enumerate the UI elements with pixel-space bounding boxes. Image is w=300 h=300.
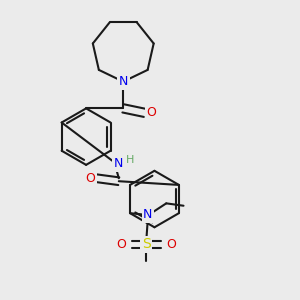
Text: N: N: [118, 75, 128, 88]
Text: S: S: [142, 237, 151, 251]
Text: O: O: [116, 238, 126, 251]
Text: O: O: [167, 238, 177, 251]
Text: O: O: [146, 106, 156, 119]
Text: H: H: [126, 155, 134, 165]
Text: O: O: [85, 172, 95, 185]
Text: N: N: [143, 208, 152, 221]
Text: N: N: [113, 157, 123, 170]
